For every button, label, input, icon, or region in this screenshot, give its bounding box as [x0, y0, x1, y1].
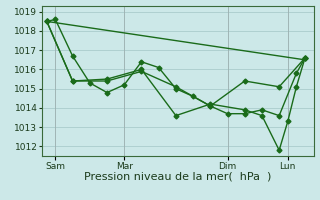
X-axis label: Pression niveau de la mer(  hPa  ): Pression niveau de la mer( hPa ) [84, 172, 271, 182]
